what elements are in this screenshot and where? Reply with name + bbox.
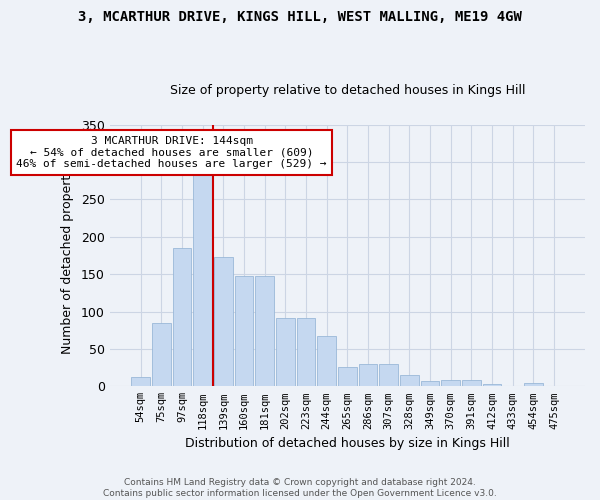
Bar <box>524 382 543 386</box>
Bar <box>338 367 356 386</box>
X-axis label: Distribution of detached houses by size in Kings Hill: Distribution of detached houses by size … <box>185 437 510 450</box>
Text: Contains HM Land Registry data © Crown copyright and database right 2024.
Contai: Contains HM Land Registry data © Crown c… <box>103 478 497 498</box>
Bar <box>173 248 191 386</box>
Bar <box>152 322 170 386</box>
Bar <box>131 376 150 386</box>
Bar <box>359 364 377 386</box>
Bar <box>193 170 212 386</box>
Bar <box>276 318 295 386</box>
Bar <box>379 364 398 386</box>
Bar <box>421 381 439 386</box>
Bar <box>214 257 233 386</box>
Bar <box>235 276 253 386</box>
Bar <box>296 318 315 386</box>
Bar <box>442 380 460 386</box>
Text: 3 MCARTHUR DRIVE: 144sqm
← 54% of detached houses are smaller (609)
46% of semi-: 3 MCARTHUR DRIVE: 144sqm ← 54% of detach… <box>16 136 327 169</box>
Title: Size of property relative to detached houses in Kings Hill: Size of property relative to detached ho… <box>170 84 525 97</box>
Bar <box>483 384 502 386</box>
Y-axis label: Number of detached properties: Number of detached properties <box>61 157 74 354</box>
Bar <box>256 276 274 386</box>
Text: 3, MCARTHUR DRIVE, KINGS HILL, WEST MALLING, ME19 4GW: 3, MCARTHUR DRIVE, KINGS HILL, WEST MALL… <box>78 10 522 24</box>
Bar <box>400 375 419 386</box>
Bar <box>317 336 336 386</box>
Bar <box>462 380 481 386</box>
